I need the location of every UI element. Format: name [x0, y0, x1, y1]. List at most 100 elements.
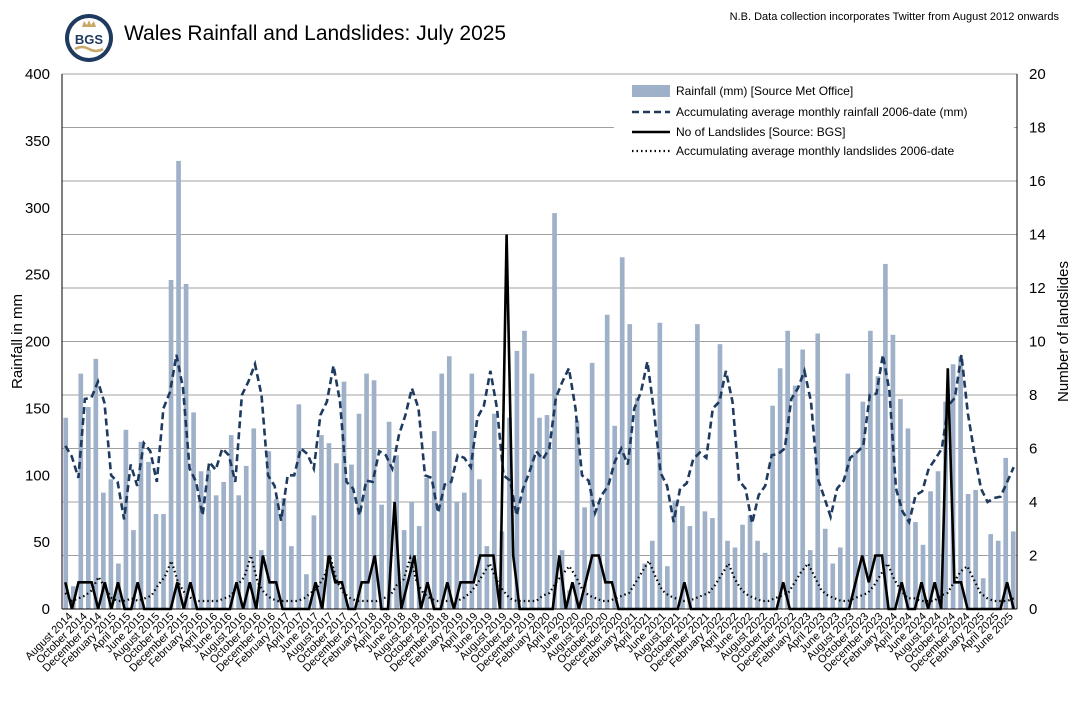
rainfall-bar: [1010, 531, 1016, 609]
rainfall-bar: [680, 506, 685, 609]
rainfall-bar: [266, 451, 272, 609]
y2-tick-label: 18: [1029, 120, 1046, 137]
rainfall-bar: [191, 412, 196, 609]
rainfall-bar: [762, 552, 768, 609]
y-tick-label: 200: [25, 334, 50, 351]
rainfall-bar: [717, 344, 723, 609]
y-tick-label: 0: [42, 601, 50, 618]
rainfall-bar: [108, 479, 114, 609]
rainfall-bar: [439, 373, 445, 609]
rainfall-bar: [63, 417, 69, 609]
chart-header: BGS Wales Rainfall and Landslides: July …: [0, 0, 1083, 70]
rainfall-bar: [785, 330, 790, 609]
y2-tick-label: 14: [1029, 227, 1046, 244]
rainfall-bar: [311, 515, 317, 609]
rainfall-bar: [319, 435, 324, 609]
rainfall-bar: [198, 471, 204, 609]
rainfall-bar: [469, 373, 475, 609]
rainfall-bar: [168, 279, 174, 609]
rainfall-bar: [710, 518, 715, 609]
rainfall-bar: [875, 376, 881, 609]
rainfall-bar: [146, 461, 151, 609]
rainfall-bar: [589, 362, 595, 609]
rainfall-bar: [702, 511, 708, 609]
legend-label-rainfall: Rainfall (mm) [Source Met Office]: [676, 84, 853, 98]
rainfall-bar: [364, 373, 369, 609]
legend-label-landslides: No of Landslides [Source: BGS]: [676, 125, 845, 139]
rainfall-bar: [1003, 457, 1009, 609]
y2-axis-title: Number of landslides: [1055, 261, 1072, 402]
rainfall-bar: [740, 524, 745, 609]
chart-title: Wales Rainfall and Landslides: July 2025: [124, 22, 507, 45]
rainfall-bars: [63, 160, 1016, 609]
avg-rainfall-line: [64, 354, 1015, 526]
rainfall-bar: [965, 493, 971, 609]
y2-tick-label: 4: [1029, 494, 1037, 511]
rainfall-bar: [928, 491, 933, 609]
rainfall-bar: [514, 350, 520, 609]
rainfall-bar: [123, 429, 129, 609]
rainfall-bar: [289, 546, 294, 609]
rainfall-bar: [800, 349, 806, 609]
rainfall-bar: [492, 413, 497, 609]
y2-tick-label: 20: [1029, 66, 1046, 83]
rainfall-bar: [176, 160, 181, 609]
rainfall-bar: [612, 425, 618, 609]
y-tick-label: 400: [25, 66, 50, 83]
rainfall-bar: [228, 435, 234, 609]
rainfall-bar: [920, 544, 926, 609]
legend-label-avg-rainfall: Accumulating average monthly rainfall 20…: [676, 105, 967, 119]
rainfall-bar: [70, 586, 76, 609]
rainfall-bar: [183, 283, 189, 609]
rainfall-bar: [868, 330, 873, 609]
rainfall-bar: [860, 401, 866, 609]
rainfall-bar: [837, 547, 843, 609]
rainfall-bar: [213, 495, 219, 609]
rainfall-bar: [461, 492, 467, 609]
rainfall-bar: [852, 452, 858, 609]
rainfall-bar: [883, 263, 888, 609]
y-tick-label: 300: [25, 200, 50, 217]
y2-tick-label: 12: [1029, 280, 1046, 297]
data-collection-note: N.B. Data collection incorporates Twitte…: [729, 11, 1059, 23]
rainfall-bar: [131, 530, 136, 609]
rainfall-bar: [634, 397, 640, 609]
rainfall-bar: [665, 566, 670, 609]
y2-tick-label: 8: [1029, 387, 1037, 404]
rainfall-bar: [807, 550, 813, 609]
rainfall-bar: [454, 502, 460, 609]
rainfall-bar: [935, 471, 941, 609]
rainfall-bar: [138, 441, 144, 609]
rainfall-bar: [206, 469, 211, 609]
y-axis-title: Rainfall in mm: [9, 294, 26, 389]
rainfall-bar: [386, 421, 392, 609]
y2-tick-label: 16: [1029, 173, 1046, 190]
rainfall-bar: [830, 563, 836, 609]
rainfall-bar: [980, 578, 986, 609]
y2-tick-label: 2: [1029, 548, 1037, 565]
rainfall-bar: [349, 464, 354, 609]
rainfall-bar: [221, 481, 227, 609]
rainfall-bar: [943, 401, 948, 609]
rainfall-bar: [93, 358, 99, 609]
rainfall-bar: [326, 443, 332, 609]
rainfall-bar: [905, 428, 911, 609]
y-tick-label: 250: [25, 267, 50, 284]
rainfall-bar: [153, 514, 159, 609]
rainfall-bar: [988, 534, 994, 609]
rainfall-bar: [529, 373, 535, 609]
rainfall-bar: [995, 540, 1001, 609]
y-tick-label: 350: [25, 133, 50, 150]
rainfall-bar: [78, 373, 84, 609]
rainfall-bar: [431, 431, 437, 609]
rainfall-bar: [273, 499, 279, 609]
y2-tick-label: 0: [1029, 601, 1037, 618]
rainfall-bar: [409, 502, 414, 609]
rainfall-bar: [379, 504, 384, 609]
rainfall-bar: [649, 540, 655, 609]
legend-swatch-rainfall: [632, 85, 670, 97]
rainfall-bar: [424, 477, 430, 609]
rainfall-bar: [845, 373, 851, 609]
rainfall-bar: [695, 324, 700, 609]
